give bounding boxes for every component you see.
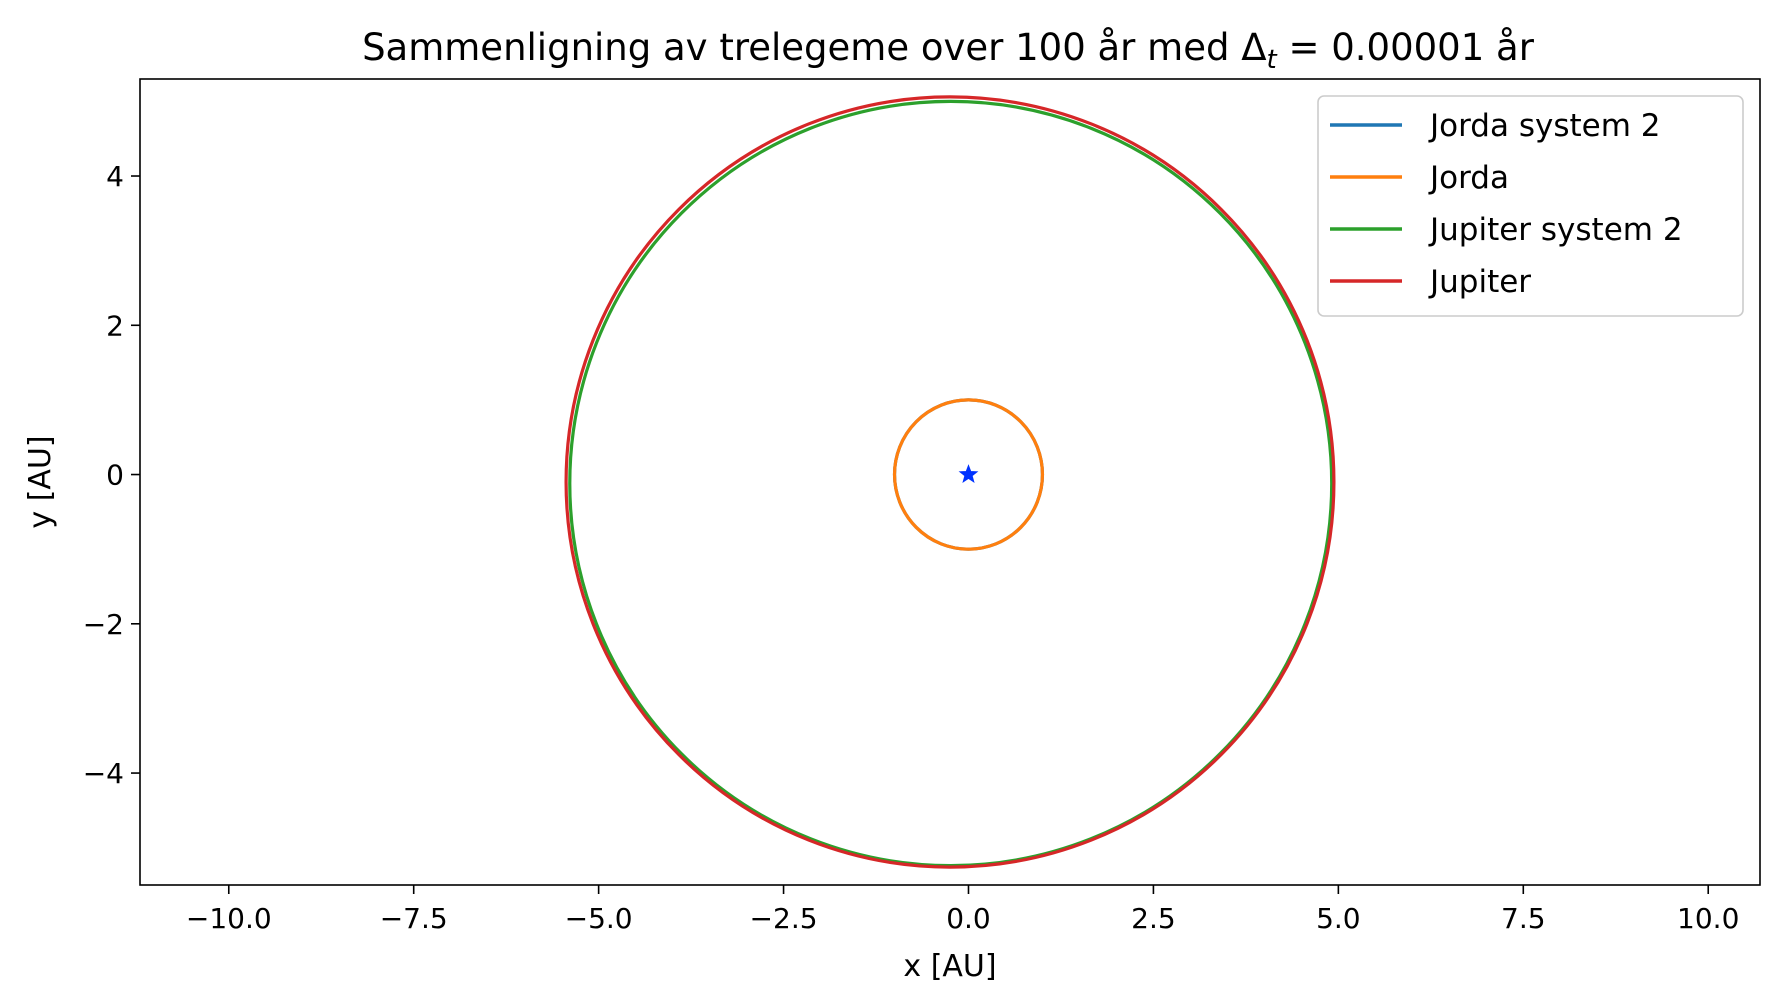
legend-items: Jorda system 2 Jorda Jupiter system 2 Jupit… — [1330, 108, 1683, 300]
legend-label-jupiter: Jupiter — [1428, 264, 1531, 300]
series-jupiter-line — [564, 95, 1336, 869]
series-jorda-line — [892, 398, 1045, 551]
y-tick-label: −4 — [83, 757, 124, 790]
chart-title: Sammenligning av trelegeme over 100 år m… — [362, 26, 1535, 75]
legend-label-jorda: Jorda — [1428, 160, 1509, 196]
x-tick-label: −10.0 — [186, 902, 272, 935]
x-tick-label: −2.5 — [750, 902, 818, 935]
x-tick-label: 0.0 — [946, 902, 991, 935]
y-tick-label: −2 — [83, 608, 124, 641]
x-tick-label: 2.5 — [1131, 902, 1176, 935]
legend-label-jupiter-system-2: Jupiter system 2 — [1428, 212, 1683, 248]
x-tick-label: 10.0 — [1677, 902, 1739, 935]
x-tick-label: −7.5 — [380, 902, 448, 935]
title-delta-subscript: t — [1267, 45, 1278, 75]
series-layer — [564, 95, 1336, 869]
y-tick-label: 0 — [106, 459, 124, 492]
y-tick-label: 2 — [106, 309, 124, 342]
title-delta: Δ — [1241, 26, 1266, 69]
legend-box — [1317, 95, 1744, 317]
y-axis-ticks: 4 2 0 −2 −4 — [83, 160, 140, 790]
x-tick-label: 7.5 — [1501, 902, 1546, 935]
legend-label-jorda-system-2: Jorda system 2 — [1428, 108, 1661, 144]
legend: Jorda system 2 Jorda Jupiter system 2 Jupit… — [1317, 95, 1744, 317]
y-tick-label: 4 — [106, 160, 124, 193]
x-axis-ticks: −10.0 −7.5 −5.0 −2.5 0.0 2.5 5.0 7.5 10.0 — [186, 885, 1739, 935]
x-axis-label: x [AU] — [903, 949, 996, 984]
star-marker — [958, 464, 979, 483]
marker-layer — [958, 464, 979, 483]
y-axis-label: y [AU] — [23, 435, 58, 528]
title-suffix: = 0.00001 år — [1277, 26, 1535, 69]
title-prefix: Sammenligning av trelegeme over 100 år m… — [362, 26, 1241, 69]
plot-frame — [139, 78, 1761, 886]
x-tick-label: 5.0 — [1316, 902, 1361, 935]
x-tick-label: −5.0 — [565, 902, 633, 935]
